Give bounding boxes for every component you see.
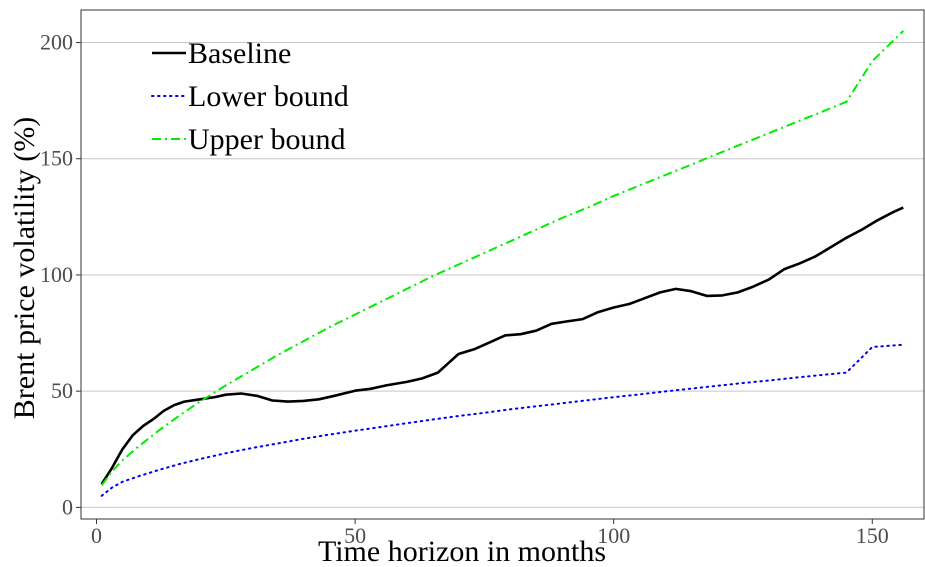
y-tick-label: 100 [40, 262, 73, 287]
x-axis-title: Time horizon in months [318, 535, 606, 567]
series-line-upper-bound [100, 30, 904, 486]
y-tick-label: 0 [62, 494, 73, 519]
y-axis-title: Brent price volatility (%) [8, 117, 41, 419]
legend: Baseline Lower bound Upper bound [151, 37, 349, 156]
series-line-baseline [100, 206, 904, 485]
legend-label: Baseline [188, 37, 291, 70]
x-tick-label: 100 [597, 523, 630, 548]
series-line-lower-bound [100, 343, 905, 497]
gridlines [81, 42, 924, 508]
series-lines [100, 30, 905, 497]
x-tick-label: 50 [344, 523, 366, 548]
x-axis-ticks: 0 50 100 150 [91, 519, 889, 548]
legend-label: Lower bound [188, 80, 349, 113]
y-axis-ticks: 0 50 100 150 200 [40, 30, 81, 519]
y-tick-label: 50 [51, 378, 73, 403]
x-tick-label: 150 [856, 523, 889, 548]
y-tick-label: 150 [40, 146, 73, 171]
x-tick-label: 0 [91, 523, 102, 548]
plot-panel-border [80, 9, 925, 520]
y-tick-label: 200 [40, 30, 73, 55]
legend-label: Upper bound [188, 123, 345, 156]
